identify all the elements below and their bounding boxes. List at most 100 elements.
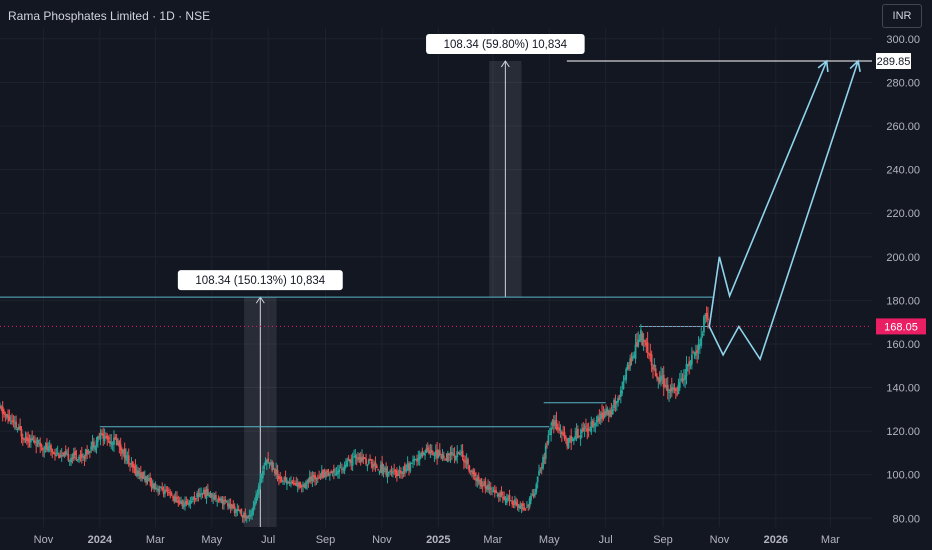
candle-body bbox=[200, 493, 203, 495]
candle-body bbox=[169, 492, 172, 494]
candle-body bbox=[402, 466, 405, 474]
candle-body bbox=[185, 500, 188, 505]
candle-body bbox=[491, 490, 493, 492]
candle-body bbox=[508, 495, 511, 502]
candle-body bbox=[578, 435, 581, 437]
candle-body bbox=[366, 465, 369, 467]
measure-label-box bbox=[177, 270, 343, 291]
candle-body bbox=[501, 497, 504, 499]
candle-body bbox=[204, 489, 207, 497]
currency-button[interactable]: INR bbox=[882, 4, 922, 28]
candle-body bbox=[269, 462, 272, 465]
candle-body bbox=[331, 471, 334, 473]
candle-body bbox=[538, 471, 540, 476]
candle-body bbox=[205, 490, 208, 499]
candle-body bbox=[267, 458, 270, 463]
candle-body bbox=[377, 469, 380, 471]
candle-body bbox=[74, 451, 76, 456]
candle-body bbox=[59, 455, 62, 457]
candle-body bbox=[149, 478, 152, 483]
candle-body bbox=[119, 444, 122, 451]
candle-body bbox=[15, 421, 17, 428]
candle-body bbox=[155, 487, 158, 489]
candle-body bbox=[629, 358, 632, 367]
candle-body bbox=[484, 481, 487, 489]
candle-body bbox=[129, 463, 131, 465]
candle-body bbox=[579, 435, 582, 440]
candle-body bbox=[255, 495, 257, 503]
candle-body bbox=[527, 504, 530, 506]
candle-body bbox=[189, 500, 192, 504]
candle-body bbox=[610, 411, 613, 415]
candle-body bbox=[351, 457, 354, 466]
candle-body bbox=[666, 384, 669, 392]
candle-body bbox=[662, 374, 665, 387]
candle-body bbox=[566, 438, 569, 447]
candle-body bbox=[696, 350, 699, 354]
candle-body bbox=[300, 485, 303, 487]
candle-body bbox=[126, 457, 129, 459]
candle-body bbox=[672, 387, 674, 390]
candle-body bbox=[315, 478, 318, 480]
candle-body bbox=[664, 384, 666, 387]
candle-body bbox=[345, 465, 347, 467]
candle-body bbox=[503, 496, 506, 501]
candle-body bbox=[113, 437, 115, 445]
candle-body bbox=[387, 471, 390, 473]
candle-body bbox=[405, 468, 408, 472]
candle-body bbox=[0, 406, 3, 409]
candle-body bbox=[174, 496, 177, 503]
candle-body bbox=[602, 412, 605, 419]
candle-body bbox=[539, 469, 542, 471]
candle-body bbox=[68, 460, 71, 462]
candle-body bbox=[642, 339, 645, 342]
target-price-badge bbox=[876, 53, 911, 70]
candle-body bbox=[454, 456, 457, 460]
candle-body bbox=[299, 482, 302, 488]
candle-body bbox=[701, 334, 704, 336]
candle-body bbox=[165, 489, 168, 491]
candle-body bbox=[35, 445, 38, 447]
candle-body bbox=[550, 427, 552, 435]
candle-body bbox=[369, 458, 371, 461]
candle-body bbox=[476, 478, 479, 482]
candle-body bbox=[229, 503, 232, 509]
candle-body bbox=[70, 457, 72, 463]
y-tick-label: 220.00 bbox=[886, 208, 920, 220]
candle-body bbox=[134, 465, 137, 475]
candle-body bbox=[7, 414, 9, 419]
candle-body bbox=[477, 476, 480, 482]
candle-body bbox=[237, 509, 240, 512]
candle-body bbox=[290, 482, 292, 484]
candle-body bbox=[586, 428, 589, 432]
candle-body bbox=[244, 513, 247, 518]
last-price-badge bbox=[876, 318, 926, 335]
candle-body bbox=[347, 458, 350, 461]
candle-body bbox=[485, 486, 488, 489]
candle-body bbox=[515, 501, 518, 506]
candle-body bbox=[52, 452, 55, 454]
candle-body bbox=[528, 498, 531, 508]
candle-body bbox=[320, 471, 323, 478]
candle-body bbox=[223, 500, 225, 505]
candle-body bbox=[688, 361, 691, 365]
candle-body bbox=[268, 462, 271, 465]
candle-body bbox=[414, 458, 417, 460]
candle-body bbox=[350, 459, 353, 464]
candle-body bbox=[607, 410, 610, 416]
measure-arrowhead bbox=[500, 60, 510, 68]
candle-body bbox=[161, 487, 164, 491]
candle-body bbox=[103, 436, 106, 442]
x-tick-label: 2024 bbox=[88, 534, 113, 546]
candle-body bbox=[505, 497, 508, 503]
candle-body bbox=[311, 475, 314, 482]
x-tick-label: Jul bbox=[599, 534, 613, 546]
candle-body bbox=[513, 499, 516, 505]
x-tick-label: Mar bbox=[146, 534, 165, 546]
x-tick-label: Sep bbox=[316, 534, 336, 546]
candle-body bbox=[208, 495, 211, 497]
candle-body bbox=[593, 425, 595, 428]
candle-body bbox=[417, 457, 420, 461]
